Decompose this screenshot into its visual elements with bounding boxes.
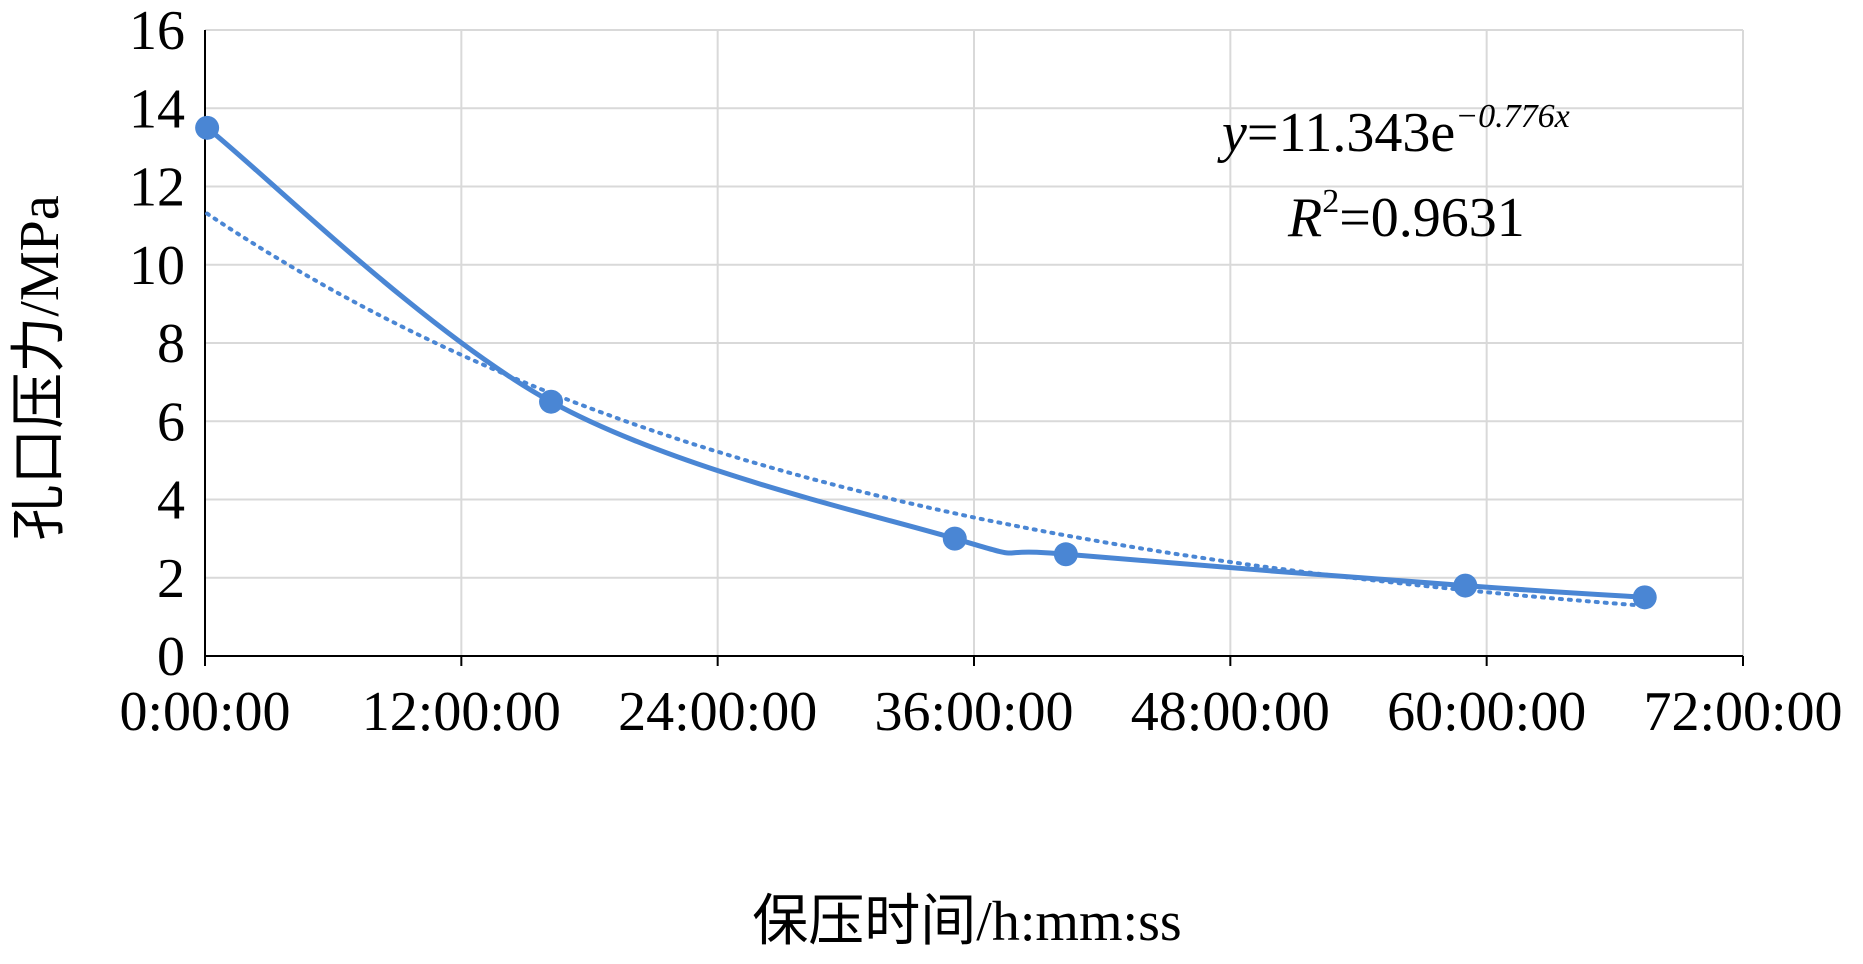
x-tick-label: 72:00:00 (1643, 681, 1842, 743)
data-series (195, 115, 1657, 610)
y-tick-label: 6 (157, 391, 185, 453)
data-point (539, 389, 564, 414)
x-tick-labels: 0:00:00 12:00:00 24:00:00 36:00:00 48:00:00 6… (119, 681, 1842, 743)
trendline-equation: y=11.343e−0.776x R2=0.9631 (1217, 98, 1570, 249)
equation-y-var: y (1217, 102, 1247, 164)
y-tick-label: 16 (129, 0, 185, 62)
x-tick-label: 0:00:00 (119, 681, 290, 743)
data-point (942, 526, 967, 551)
x-tick-label: 60:00:00 (1387, 681, 1586, 743)
y-tick-label: 8 (157, 313, 185, 375)
y-tick-label: 10 (129, 235, 185, 297)
y-tick-label: 2 (157, 548, 185, 610)
r-squared-var: R (1287, 187, 1322, 249)
x-tick-label: 12:00:00 (362, 681, 561, 743)
y-tick-labels: 0 2 4 6 8 10 12 14 16 (129, 0, 185, 688)
grid-lines (205, 29, 1744, 656)
trendline-path (205, 211, 1647, 608)
equation-line-2: R2=0.9631 (1287, 183, 1525, 249)
data-point (1053, 542, 1078, 567)
y-tick-label: 0 (157, 626, 185, 688)
r-squared-value: =0.9631 (1339, 187, 1525, 249)
x-tick-label: 36:00:00 (874, 681, 1073, 743)
y-tick-label: 14 (129, 78, 185, 140)
x-tick-label: 24:00:00 (618, 681, 817, 743)
data-point (1453, 573, 1478, 598)
x-axis-title: 保压时间/h:mm:ss (752, 891, 1181, 953)
y-axis-title: 孔口压力/MPa (9, 195, 71, 540)
y-tick-label: 12 (129, 157, 185, 219)
equation-exponent: −0.776x (1455, 98, 1570, 135)
equation-main: =11.343e (1247, 102, 1455, 164)
data-point (195, 115, 220, 140)
equation-line-1: y=11.343e−0.776x (1217, 98, 1570, 164)
y-tick-label: 4 (157, 470, 185, 532)
trendline (205, 211, 1647, 608)
r-squared-sup: 2 (1322, 183, 1339, 220)
x-tick-label: 48:00:00 (1131, 681, 1330, 743)
data-point (1632, 585, 1657, 610)
